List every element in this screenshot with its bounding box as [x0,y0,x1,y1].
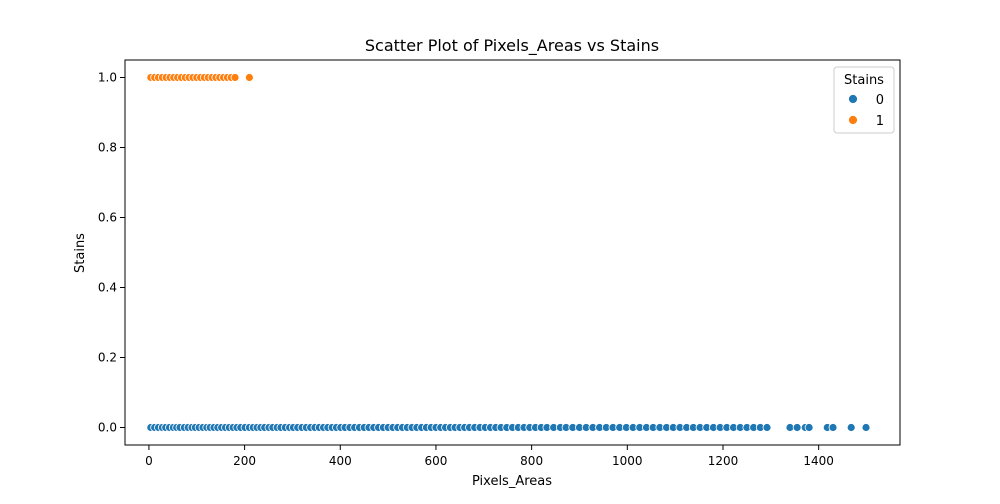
x-axis: 0 200 400 600 800 1000 1200 1400 [145,445,834,468]
scatter-point-series-0 [804,423,814,432]
legend-title: Stains [844,73,884,88]
legend-label-0: 0 [876,93,884,108]
x-tick-label: 800 [520,454,543,468]
x-tick-label: 1000 [612,454,643,468]
scatter-points [146,73,871,432]
y-tick-label: 0.2 [98,351,117,365]
legend-box [833,66,895,134]
scatter-point-series-0 [846,423,856,432]
chart-title: Scatter Plot of Pixels_Areas vs Stains [365,36,659,56]
y-axis-label: Stains [73,233,88,273]
x-tick-label: 400 [329,454,352,468]
scatter-point-series-0 [762,423,772,432]
scatter-point-series-0 [861,423,871,432]
y-tick-label: 0.4 [98,281,117,295]
y-tick-label: 0.8 [98,141,117,155]
x-tick-label: 0 [145,454,153,468]
x-tick-label: 1400 [803,454,834,468]
y-axis: 0.0 0.2 0.4 0.6 0.8 1.0 [98,71,125,435]
x-axis-label: Pixels_Areas [472,474,552,489]
scatter-point-series-1 [244,73,254,82]
y-tick-label: 1.0 [98,71,117,85]
legend-label-1: 1 [876,114,884,129]
legend-marker-1 [848,115,858,125]
y-tick-label: 0.0 [98,421,117,435]
y-tick-label: 0.6 [98,211,117,225]
legend: Stains 0 1 [833,66,895,134]
plot-frame [124,59,901,446]
scatter-point-series-1 [230,73,240,82]
scatter-point-series-0 [792,423,802,432]
x-tick-label: 600 [425,454,448,468]
x-tick-label: 200 [233,454,256,468]
scatter-point-series-0 [828,423,838,432]
x-tick-label: 1200 [708,454,739,468]
legend-marker-0 [848,94,858,104]
